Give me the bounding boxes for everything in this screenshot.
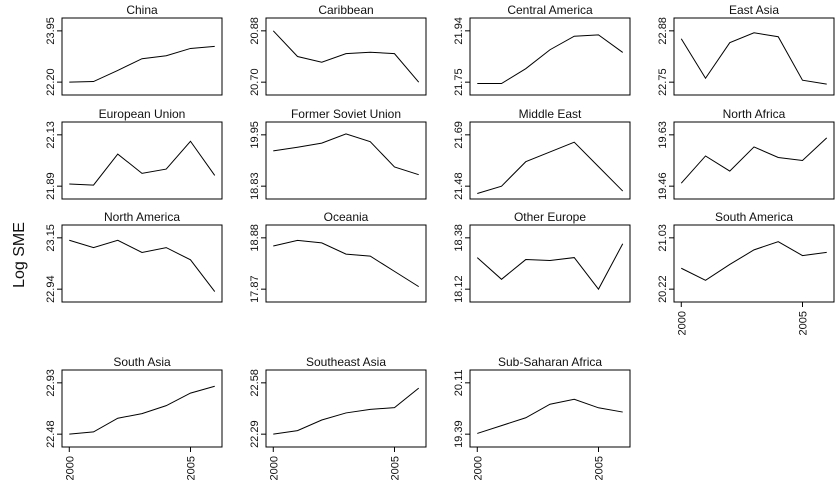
x-tick-label: 2000 bbox=[676, 311, 688, 335]
y-tick-label: 23.15 bbox=[45, 224, 57, 252]
data-line bbox=[681, 241, 827, 281]
data-line bbox=[69, 140, 216, 186]
x-tick-label: 2005 bbox=[185, 456, 197, 480]
panel-title: South America bbox=[715, 210, 793, 224]
y-tick-label: 22.75 bbox=[657, 68, 669, 96]
data-line bbox=[273, 133, 419, 176]
y-tick-label: 22.58 bbox=[249, 369, 261, 397]
panel-frame bbox=[469, 17, 631, 96]
panel-title: Former Soviet Union bbox=[291, 107, 401, 121]
y-tick-label: 21.48 bbox=[453, 172, 465, 200]
x-tick-label: 2005 bbox=[389, 456, 401, 480]
y-tick-label: 19.39 bbox=[453, 420, 465, 448]
panel-title: Central America bbox=[507, 3, 593, 17]
data-line bbox=[69, 385, 215, 435]
data-line bbox=[476, 243, 624, 291]
data-line bbox=[477, 34, 624, 85]
y-tick-label: 21.89 bbox=[45, 172, 57, 200]
data-line bbox=[272, 30, 420, 83]
x-tick-label: 2005 bbox=[593, 456, 605, 480]
y-tick-label: 18.12 bbox=[453, 275, 465, 303]
panel-frame bbox=[61, 17, 223, 96]
data-line bbox=[680, 137, 828, 184]
y-tick-label: 17.87 bbox=[249, 275, 261, 303]
x-tick-label: 2000 bbox=[64, 456, 76, 480]
y-tick-label: 20.88 bbox=[249, 17, 261, 45]
panel-title: North Africa bbox=[723, 107, 786, 121]
x-tick-label: 2005 bbox=[797, 311, 809, 335]
panel-title: North America bbox=[104, 210, 180, 224]
x-tick-label: 2000 bbox=[268, 456, 280, 480]
y-tick-label: 20.22 bbox=[657, 275, 669, 303]
y-axis-label: Log SME bbox=[11, 222, 28, 288]
panel-frame bbox=[61, 121, 223, 200]
y-tick-label: 22.29 bbox=[249, 420, 261, 448]
y-tick-label: 21.94 bbox=[453, 17, 465, 45]
y-tick-label: 21.69 bbox=[453, 121, 465, 149]
panel-title: Middle East bbox=[519, 107, 582, 121]
y-tick-label: 22.48 bbox=[45, 420, 57, 448]
panel-frame bbox=[469, 121, 631, 200]
panel-frame bbox=[61, 369, 223, 448]
panel-frame bbox=[469, 369, 631, 448]
panel-frame bbox=[673, 17, 835, 96]
y-tick-label: 22.13 bbox=[45, 121, 57, 149]
data-line bbox=[273, 387, 420, 435]
y-tick-label: 18.38 bbox=[453, 224, 465, 252]
panel-frame bbox=[673, 121, 835, 200]
panel-title: China bbox=[126, 3, 158, 17]
panel-frame bbox=[265, 17, 427, 96]
data-line bbox=[477, 141, 624, 194]
y-tick-label: 22.93 bbox=[45, 369, 57, 397]
panel-frame bbox=[469, 224, 631, 303]
panel-title: Oceania bbox=[324, 210, 369, 224]
data-line bbox=[69, 239, 216, 292]
panel-frame bbox=[265, 224, 427, 303]
y-tick-label: 20.70 bbox=[249, 68, 261, 96]
panel-title: East Asia bbox=[729, 3, 779, 17]
panel-title: European Union bbox=[99, 107, 186, 121]
panel-title: Southeast Asia bbox=[306, 355, 386, 369]
y-tick-label: 20.11 bbox=[453, 369, 465, 396]
data-line bbox=[680, 32, 827, 85]
data-line bbox=[273, 239, 419, 288]
data-line bbox=[69, 45, 215, 83]
panel-frame bbox=[265, 121, 427, 200]
panel-title: Sub-Saharan Africa bbox=[498, 355, 602, 369]
panel-frame bbox=[265, 369, 427, 448]
y-tick-label: 19.46 bbox=[657, 172, 669, 200]
y-tick-label: 22.20 bbox=[45, 68, 57, 96]
x-tick-label: 2000 bbox=[472, 456, 484, 480]
y-tick-label: 21.75 bbox=[453, 68, 465, 96]
panel-title: South Asia bbox=[113, 355, 171, 369]
panel-frame bbox=[673, 224, 835, 303]
data-line bbox=[477, 398, 623, 434]
y-tick-label: 22.88 bbox=[657, 17, 669, 45]
y-tick-label: 22.94 bbox=[45, 275, 57, 303]
y-tick-label: 19.95 bbox=[249, 121, 261, 149]
panel-frame bbox=[61, 224, 223, 303]
y-tick-label: 18.83 bbox=[249, 172, 261, 200]
panel-title: Caribbean bbox=[318, 3, 373, 17]
y-tick-label: 19.63 bbox=[657, 121, 669, 149]
y-tick-label: 21.03 bbox=[657, 224, 669, 252]
y-tick-label: 23.95 bbox=[45, 17, 57, 45]
panel-title: Other Europe bbox=[514, 210, 586, 224]
y-tick-label: 18.88 bbox=[249, 224, 261, 252]
